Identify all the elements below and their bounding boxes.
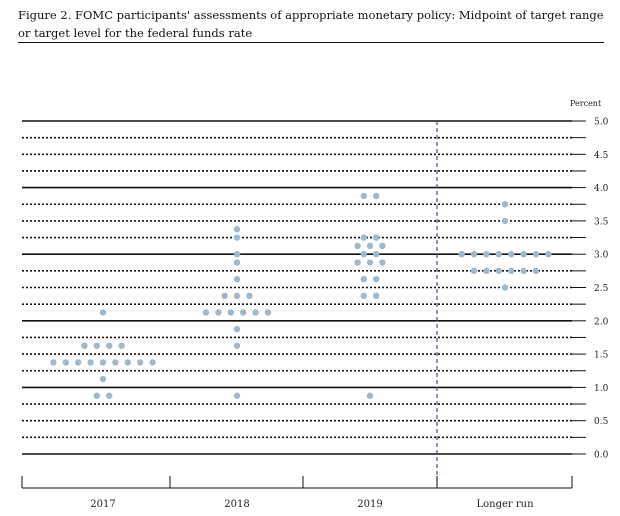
dot-2017 <box>99 359 107 366</box>
dot-2017 <box>75 359 82 366</box>
dot-2018 <box>233 234 241 241</box>
dot-longer-run <box>501 217 509 225</box>
y-tick-label: 4.0 <box>594 184 609 194</box>
dot-2017 <box>137 359 144 366</box>
dot-2019 <box>379 242 386 250</box>
x-tick-label: 2019 <box>357 499 382 510</box>
dot-2019 <box>360 192 367 200</box>
dot-2019 <box>360 292 367 300</box>
x-tick-label: 2018 <box>224 499 249 510</box>
dot-longer-run <box>483 251 490 258</box>
y-tick-label: 3.0 <box>594 251 609 261</box>
y-tick-label: 4.5 <box>594 151 609 161</box>
dot-2019 <box>373 192 380 200</box>
dot-2017 <box>93 392 101 399</box>
dot-2017 <box>112 359 119 366</box>
dot-2018 <box>240 309 247 316</box>
dot-2018 <box>233 226 241 233</box>
dot-2019 <box>354 259 361 266</box>
y-tick-label: 2.0 <box>594 317 609 327</box>
dot-2018 <box>227 309 234 316</box>
y-tick-label: 3.5 <box>594 217 609 227</box>
dot-2017 <box>93 342 101 349</box>
dot-2018 <box>252 309 259 316</box>
dot-2017 <box>87 359 94 366</box>
dot-longer-run <box>545 251 552 258</box>
dot-longer-run <box>501 284 509 291</box>
dot-longer-run <box>458 251 465 258</box>
dot-2017 <box>99 375 107 383</box>
dot-longer-run <box>470 267 478 275</box>
dot-2017 <box>50 359 57 366</box>
y-tick-label: 0.0 <box>594 451 609 461</box>
dot-2019 <box>354 242 361 250</box>
dot-2017 <box>81 342 88 349</box>
dot-2018 <box>246 292 253 300</box>
dot-2019 <box>360 234 367 241</box>
y-axis-label: Percent <box>570 99 602 108</box>
dot-longer-run <box>470 251 478 258</box>
dot-longer-run <box>532 251 540 258</box>
dot-longer-run <box>495 267 502 275</box>
x-tick-label: Longer run <box>476 499 534 510</box>
dot-2019 <box>360 251 367 258</box>
dot-longer-run <box>520 267 527 275</box>
y-tick-label: 1.0 <box>594 384 609 394</box>
dot-2018 <box>233 251 241 258</box>
chart-title: Figure 2. FOMC participants' assessments… <box>18 6 604 43</box>
dot-2017 <box>149 359 156 366</box>
dot-longer-run <box>520 251 527 258</box>
dot-longer-run <box>501 201 509 208</box>
dot-longer-run <box>532 267 540 275</box>
dot-2019 <box>366 259 374 266</box>
dot-2019 <box>373 275 380 283</box>
dot-2018 <box>233 275 241 283</box>
dot-2018 <box>264 309 272 316</box>
dot-longer-run <box>483 267 490 275</box>
dot-2019 <box>366 392 374 399</box>
dot-2017 <box>118 342 125 349</box>
y-tick-label: 1.5 <box>594 351 609 361</box>
dot-longer-run <box>508 251 515 258</box>
y-tick-label: 2.5 <box>594 284 609 294</box>
dot-2018 <box>233 342 241 349</box>
y-tick-label: 5.0 <box>594 118 609 128</box>
dot-2018 <box>233 325 241 333</box>
dot-longer-run <box>508 267 515 275</box>
dot-2018 <box>215 309 222 316</box>
dot-2017 <box>99 309 107 316</box>
dot-2018 <box>202 309 210 316</box>
dot-2017 <box>106 342 113 349</box>
dot-2019 <box>366 242 374 250</box>
x-tick-label: 2017 <box>90 499 115 510</box>
dot-2018 <box>233 292 241 300</box>
dot-2019 <box>360 275 367 283</box>
dot-2017 <box>124 359 131 366</box>
dot-2019 <box>373 251 380 258</box>
dot-2019 <box>373 292 380 300</box>
y-tick-label: 0.5 <box>594 417 609 427</box>
dot-2017 <box>106 392 113 399</box>
dot-2018 <box>221 292 228 300</box>
dot-2018 <box>233 392 241 399</box>
dot-2019 <box>379 259 386 266</box>
dot-2017 <box>62 359 69 366</box>
dot-2018 <box>233 259 241 266</box>
dot-2019 <box>373 234 380 241</box>
dot-longer-run <box>495 251 502 258</box>
